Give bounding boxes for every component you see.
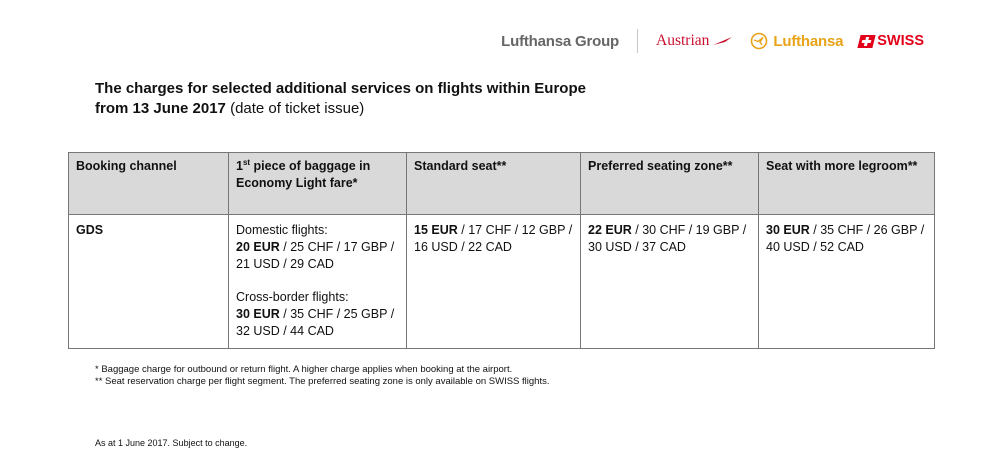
cell-channel: GDS [68,214,229,349]
logo-divider [637,29,638,53]
lufthansa-logo: Lufthansa [750,32,843,50]
logo-bar: Lufthansa Group Austrian Lufthansa SWISS [501,29,924,53]
header-standard-seat: Standard seat** [406,152,581,215]
preferred-price-eur: 22 EUR [588,223,632,237]
legroom-price-eur: 30 EUR [766,223,810,237]
header-baggage: 1st piece of baggage in Economy Light fa… [228,152,407,215]
page-title: The charges for selected additional serv… [95,79,586,119]
footnote-seat: ** Seat reservation charge per flight se… [95,376,550,387]
header-baggage-ordinal: st [242,157,251,167]
cross-border-label: Cross-border flights: [236,290,349,304]
charges-table: Booking channel 1st piece of baggage in … [68,152,935,349]
table-row: GDS Domestic flights: 20 EUR / 25 CHF / … [68,214,935,349]
footnotes: * Baggage charge for outbound or return … [95,364,550,388]
as-at-note: As at 1 June 2017. Subject to change. [95,438,248,448]
cross-border-price-other: / 35 CHF / 25 GBP / 32 USD / 44 CAD [236,307,395,338]
lufthansa-logo-text: Lufthansa [773,32,844,50]
austrian-arrow-icon [713,37,733,45]
header-preferred-zone: Preferred seating zone** [580,152,759,215]
cell-preferred-zone: 22 EUR / 30 CHF / 19 GBP / 30 USD / 37 C… [580,214,759,349]
domestic-label: Domestic flights: [236,223,328,237]
channel-value: GDS [76,223,104,237]
title-date-note: (date of ticket issue) [225,100,365,117]
austrian-logo: Austrian [656,32,734,50]
domestic-price: 20 EUR / 25 CHF / 17 GBP / 21 USD / 29 C… [236,239,399,273]
cross-border-price-eur: 30 EUR [236,307,280,321]
cell-baggage: Domestic flights: 20 EUR / 25 CHF / 17 G… [228,214,407,349]
title-line-1: The charges for selected additional serv… [95,80,586,97]
crane-icon [751,32,768,50]
table-header-row: Booking channel 1st piece of baggage in … [68,152,935,215]
cell-standard-seat: 15 EUR / 17 CHF / 12 GBP / 16 USD / 22 C… [406,214,581,349]
austrian-logo-text: Austrian [656,32,710,49]
standard-price-other: / 17 CHF / 12 GBP / 16 USD / 22 CAD [414,223,573,254]
swiss-logo: SWISS [857,33,924,49]
swiss-logo-text: SWISS [877,33,924,49]
header-booking-channel: Booking channel [68,152,229,215]
header-more-legroom: Seat with more legroom** [758,152,935,215]
header-baggage-text: piece of baggage in Economy Light fare* [236,159,371,190]
title-date: from 13 June 2017 [95,100,226,117]
legroom-price-other: / 35 CHF / 26 GBP / 40 USD / 52 CAD [766,223,925,254]
domestic-price-other: / 25 CHF / 17 GBP / 21 USD / 29 CAD [236,240,395,271]
swiss-flag-icon [857,34,876,48]
domestic-price-eur: 20 EUR [236,240,280,254]
standard-price-eur: 15 EUR [414,223,458,237]
cross-border-price: 30 EUR / 35 CHF / 25 GBP / 32 USD / 44 C… [236,306,399,340]
footnote-baggage: * Baggage charge for outbound or return … [95,364,513,375]
header-baggage-number: 1 [236,159,243,173]
cell-more-legroom: 30 EUR / 35 CHF / 26 GBP / 40 USD / 52 C… [758,214,935,349]
preferred-price-other: / 30 CHF / 19 GBP / 30 USD / 37 CAD [588,223,747,254]
lufthansa-group-logo: Lufthansa Group [501,32,619,50]
